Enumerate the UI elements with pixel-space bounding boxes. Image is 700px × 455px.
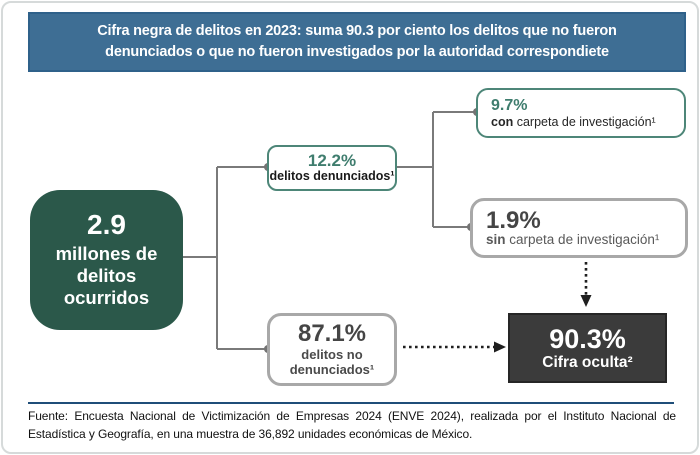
unreported-crimes-label: delitos no denunciados¹: [289, 346, 375, 377]
node-with-investigation-file: 9.7% con carpeta de investigación¹: [476, 88, 686, 138]
arrow-right-icon: [494, 341, 506, 353]
reported-crimes-label: delitos denunciados¹: [269, 169, 395, 184]
without-file-label: sin carpeta de investigación¹: [486, 232, 685, 248]
dotted-arrow-down: [580, 262, 592, 307]
hidden-figure-value: 90.3%: [549, 324, 626, 355]
without-file-value: 1.9%: [486, 206, 541, 234]
dotted-arrow-right: [403, 341, 506, 353]
without-file-label-rest: carpeta de investigación¹: [509, 232, 660, 248]
title-text: Cifra negra de delitos en 2023: suma 90.…: [97, 23, 617, 60]
title-banner: Cifra negra de delitos en 2023: suma 90.…: [28, 12, 686, 72]
hidden-figure-label: Cifra oculta²: [542, 353, 633, 371]
node-without-investigation-file: 1.9% sin carpeta de investigación¹: [470, 198, 688, 258]
reported-crimes-value: 12.2%: [307, 151, 357, 171]
node-hidden-figure: 90.3% Cifra oculta²: [508, 313, 667, 383]
unreported-crimes-value: 87.1%: [297, 320, 367, 348]
arrow-down-icon: [580, 295, 592, 307]
node-reported-crimes: 12.2% delitos denunciados¹: [267, 145, 397, 191]
source-note: Fuente: Encuesta Nacional de Victimizaci…: [28, 409, 676, 441]
with-file-value: 9.7%: [491, 96, 528, 114]
node-unreported-crimes: 87.1% delitos no denunciados¹: [267, 313, 397, 386]
with-file-label-bold: con: [491, 115, 514, 129]
node-total-crimes: 2.9 millones de delitos ocurridos: [30, 190, 183, 330]
without-file-label-bold: sin: [486, 232, 506, 248]
total-crimes-value: 2.9: [87, 209, 126, 241]
footer-divider: [28, 402, 674, 404]
with-file-label-rest: carpeta de investigación¹: [516, 115, 656, 129]
total-crimes-label: millones de delitos ocurridos: [55, 243, 158, 309]
with-file-label: con carpeta de investigación¹: [491, 115, 684, 129]
